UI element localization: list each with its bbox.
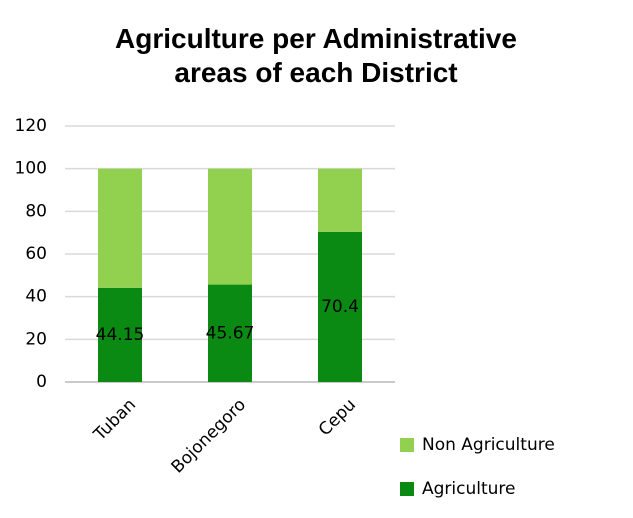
- x-tick-label: Tuban: [89, 395, 140, 446]
- bar-segment: [208, 284, 252, 382]
- bar-segment: [318, 168, 362, 232]
- x-tick-label: Bojonegoro: [168, 395, 250, 477]
- y-tick-label: 40: [25, 287, 47, 307]
- bar-segment: [318, 231, 362, 382]
- data-label: 45.67: [206, 323, 255, 343]
- y-tick-label: 20: [25, 329, 47, 349]
- y-tick-label: 80: [25, 201, 47, 221]
- x-tick-label: Cepu: [315, 395, 360, 440]
- bar-segment: [98, 168, 142, 288]
- legend-label: Agriculture: [422, 479, 516, 499]
- chart-title: Agriculture per Administrative areas of …: [115, 23, 517, 88]
- data-label: 70.4: [321, 297, 359, 317]
- y-tick-label: 100: [15, 159, 47, 179]
- y-tick-label: 60: [25, 244, 47, 264]
- legend-swatch: [400, 438, 414, 452]
- legend-swatch: [400, 482, 414, 496]
- y-tick-label: 120: [15, 116, 47, 136]
- bar-segment: [208, 168, 252, 285]
- legend-label: Non Agriculture: [422, 435, 555, 455]
- y-tick-label: 0: [36, 372, 47, 392]
- data-label: 44.15: [96, 325, 145, 345]
- bar-segment: [98, 287, 142, 382]
